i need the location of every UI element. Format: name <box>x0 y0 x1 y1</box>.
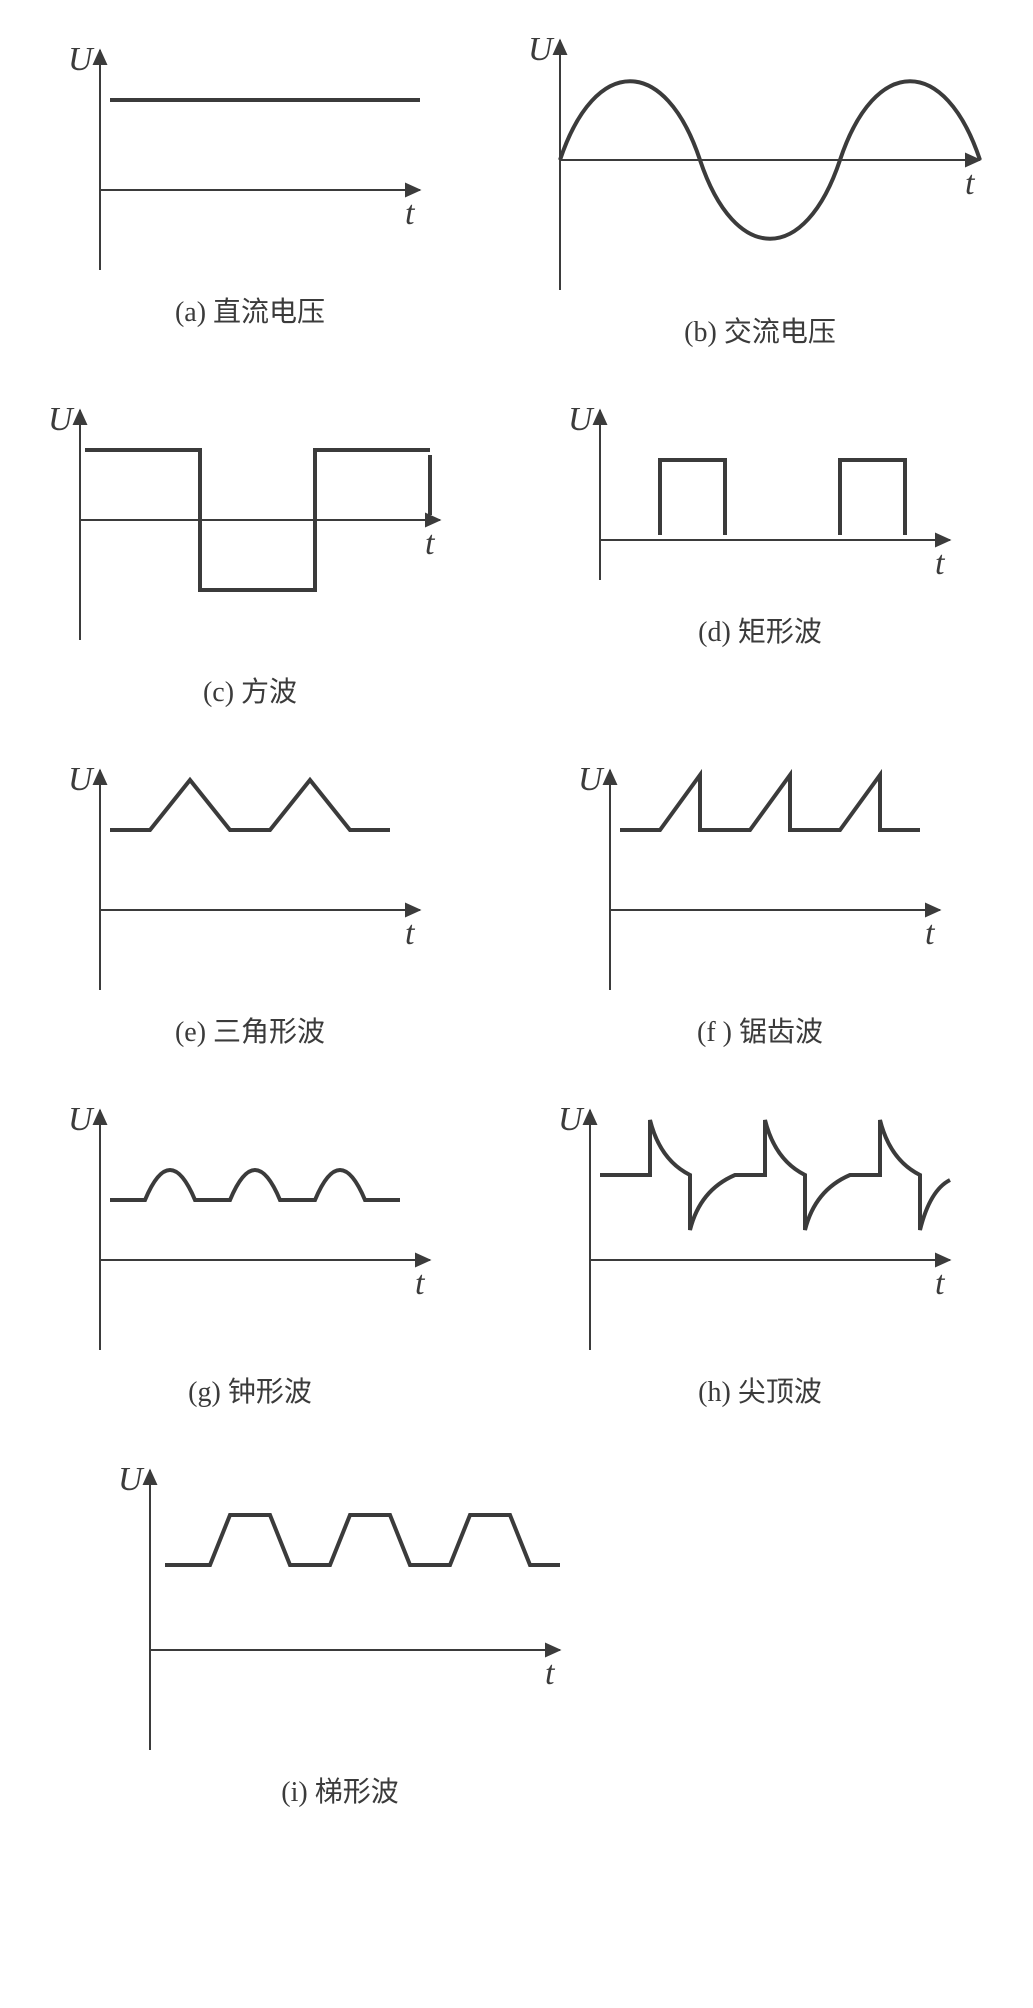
panel-d: U t (d) 矩形波 <box>520 380 1000 710</box>
chart-i: U t <box>80 1440 600 1760</box>
caption-c: (c) 方波 <box>203 670 297 710</box>
y-axis-label: U <box>68 761 95 798</box>
waveform-spike <box>600 1120 950 1230</box>
caption-g: (g) 钟形波 <box>188 1370 312 1410</box>
y-axis-label: U <box>558 1101 585 1138</box>
y-axis-label: U <box>48 401 75 438</box>
x-axis-label: t <box>415 1265 426 1302</box>
panel-e: U t (e) 三角形波 <box>20 740 480 1050</box>
caption-f: (f ) 锯齿波 <box>697 1010 823 1050</box>
x-axis-label: t <box>405 915 416 952</box>
y-axis-label: U <box>578 761 605 798</box>
caption-b: (b) 交流电压 <box>684 310 836 350</box>
x-axis-label: t <box>425 525 436 562</box>
waveform-trapezoid <box>165 1515 560 1565</box>
panel-c: U t (c) 方波 <box>20 380 480 710</box>
panel-h: U t (h) 尖顶波 <box>520 1080 1000 1410</box>
y-axis-label: U <box>568 401 595 438</box>
caption-a: (a) 直流电压 <box>175 290 325 330</box>
waveform-triangle <box>110 780 390 830</box>
chart-d: U t <box>540 380 980 600</box>
chart-a: U t <box>40 20 460 280</box>
chart-f: U t <box>550 740 970 1000</box>
waveform-pulse <box>660 460 905 535</box>
x-axis-label: t <box>935 545 946 582</box>
x-axis-label: t <box>935 1265 946 1302</box>
caption-h: (h) 尖顶波 <box>698 1370 822 1410</box>
chart-c: U t <box>30 380 470 660</box>
y-axis-label: U <box>68 1101 95 1138</box>
panel-b: U t (b) 交流电压 <box>520 20 1000 350</box>
waveform-bell <box>110 1170 400 1200</box>
panel-i: U t (i) 梯形波 <box>80 1440 600 1810</box>
x-axis-label: t <box>405 195 416 232</box>
x-axis-label: t <box>925 915 936 952</box>
panel-a: U t (a) 直流电压 <box>20 20 480 350</box>
x-axis-label: t <box>965 165 976 202</box>
caption-i: (i) 梯形波 <box>281 1770 398 1810</box>
y-axis-label: U <box>528 31 555 68</box>
chart-e: U t <box>40 740 460 1000</box>
waveform-sawtooth <box>620 775 920 830</box>
chart-h: U t <box>540 1080 980 1360</box>
caption-d: (d) 矩形波 <box>698 610 822 650</box>
x-axis-label: t <box>545 1655 556 1692</box>
y-axis-label: U <box>118 1461 145 1498</box>
caption-e: (e) 三角形波 <box>175 1010 325 1050</box>
panel-f: U t (f ) 锯齿波 <box>520 740 1000 1050</box>
panel-g: U t (g) 钟形波 <box>20 1080 480 1410</box>
chart-g: U t <box>40 1080 460 1360</box>
y-axis-label: U <box>68 41 95 78</box>
chart-b: U t <box>520 20 1000 300</box>
